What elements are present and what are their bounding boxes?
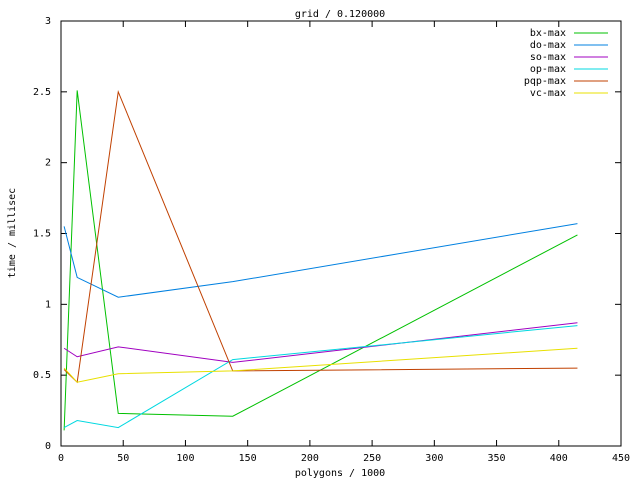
x-tick-label: 150	[239, 453, 257, 464]
chart-title: grid / 0.120000	[295, 9, 385, 20]
y-tick-label: 1.5	[33, 229, 51, 240]
series-line	[63, 347, 578, 383]
y-tick-label: 1	[45, 299, 51, 310]
legend-label: bx-max	[530, 28, 566, 39]
y-tick-label: 2.5	[33, 87, 51, 98]
x-tick-label: 300	[425, 453, 443, 464]
series-line	[63, 322, 578, 363]
y-tick-label: 0	[45, 441, 51, 452]
y-tick-label: 0.5	[33, 370, 51, 381]
x-tick-label: 250	[363, 453, 381, 464]
y-tick-label: 2	[45, 158, 51, 169]
legend-label: so-max	[530, 52, 566, 63]
x-tick-label: 350	[488, 453, 506, 464]
legend-label: vc-max	[530, 88, 566, 99]
legend-label: do-max	[530, 40, 566, 51]
x-tick-label: 200	[301, 453, 319, 464]
x-tick-label: 400	[550, 453, 568, 464]
series-line	[63, 325, 578, 429]
series-line	[63, 90, 578, 431]
series-line	[63, 223, 578, 298]
y-tick-label: 3	[45, 16, 51, 27]
legend-label: op-max	[530, 64, 566, 75]
x-tick-label: 450	[612, 453, 630, 464]
legend-label: pqp-max	[524, 76, 566, 87]
x-axis-label: polygons / 1000	[295, 468, 385, 479]
x-tick-label: 0	[58, 453, 64, 464]
y-axis-label: time / millisec	[7, 188, 18, 278]
x-tick-label: 50	[117, 453, 129, 464]
x-tick-label: 100	[176, 453, 194, 464]
